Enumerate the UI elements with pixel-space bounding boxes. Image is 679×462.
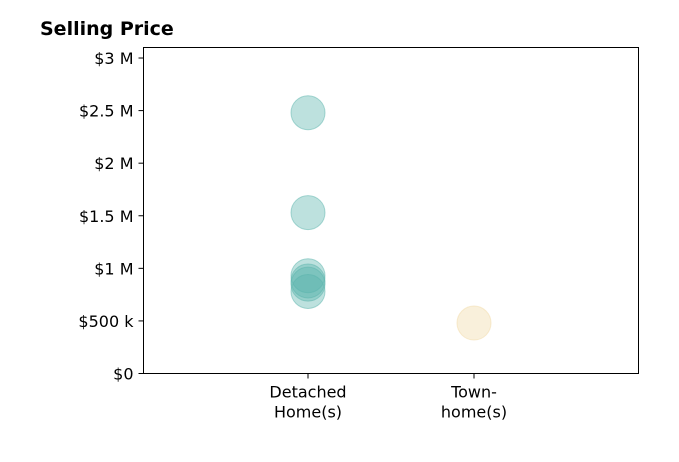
y-tick-label: $500 k — [78, 312, 134, 331]
data-point — [290, 273, 326, 309]
y-axis: $0 $500 k $1 M $1.5 M $2 M $2.5 M $3 M — [78, 49, 144, 384]
x-tick-label: Town-home(s) — [441, 383, 507, 422]
y-tick-label: $0 — [113, 365, 133, 384]
y-tick-label: $2 M — [94, 154, 133, 173]
y-tick-label: $1 M — [94, 259, 133, 278]
data-points — [290, 95, 492, 341]
x-axis: Detached Home(s) Town-home(s) — [269, 373, 507, 422]
y-tick-label: $3 M — [94, 49, 133, 68]
x-tick-label: Detached Home(s) — [269, 383, 346, 422]
plot-frame — [143, 47, 639, 374]
data-point — [290, 266, 326, 302]
data-point — [290, 258, 326, 294]
data-point — [290, 95, 326, 131]
y-tick-label: $1.5 M — [79, 207, 134, 226]
chart-title: Selling Price — [40, 18, 174, 40]
data-point — [290, 195, 326, 231]
y-tick-label: $2.5 M — [79, 102, 134, 121]
data-point — [456, 305, 492, 341]
